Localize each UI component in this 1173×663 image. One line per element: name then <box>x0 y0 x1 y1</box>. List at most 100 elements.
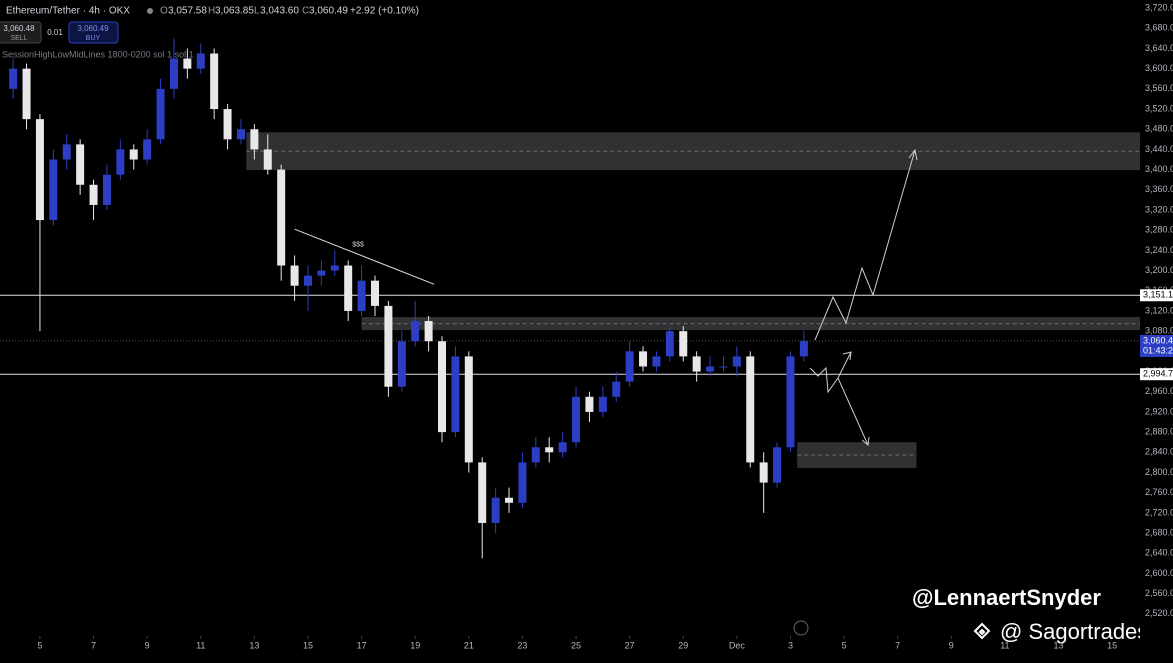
x-tick-label: 13 <box>1054 640 1064 650</box>
candle-body <box>759 462 768 483</box>
indicator-label[interactable]: SessionHighLowMidLines 1800-0200 sol 1 s… <box>2 49 194 59</box>
x-tick-label: 15 <box>303 640 313 650</box>
sell-price[interactable]: 3,060.48 <box>3 24 35 33</box>
x-tick-label: 5 <box>842 640 847 650</box>
countdown: 01:43:27 <box>1143 345 1173 355</box>
trendline <box>294 228 435 285</box>
candle-body <box>464 356 473 463</box>
x-tick-label: 15 <box>1107 640 1117 650</box>
y-tick-label: 2,680.00 <box>1145 527 1173 537</box>
change: +2.92 (+0.10%) <box>350 6 419 17</box>
candle-body <box>357 280 366 311</box>
y-tick-label: 2,960.00 <box>1145 386 1173 396</box>
last-price-label: 3,060.49 <box>1143 335 1173 345</box>
symbol[interactable]: Ethereum/Tether · 4h · OKX <box>6 6 130 17</box>
x-tick-label: 9 <box>949 640 954 650</box>
y-tick-label: 2,880.00 <box>1145 426 1173 436</box>
y-tick-label: 3,120.00 <box>1145 305 1173 315</box>
candle-body <box>116 149 125 175</box>
buy-label[interactable]: BUY <box>86 35 101 42</box>
candle-body <box>250 129 259 150</box>
low-value: 3,043.60 <box>260 6 299 17</box>
candle-body <box>196 53 205 69</box>
candle-body <box>143 139 152 160</box>
candle-body <box>210 53 219 110</box>
level-label: 2,994.7 <box>1143 369 1173 379</box>
candle-body <box>625 351 634 382</box>
l-label: L <box>254 6 260 17</box>
y-tick-label: 3,560.00 <box>1145 83 1173 93</box>
y-tick-label: 3,280.00 <box>1145 225 1173 235</box>
candle-body <box>799 341 808 357</box>
arrow-head <box>842 351 852 361</box>
y-tick-label: 3,720.00 <box>1145 2 1173 12</box>
open-value: 3,057.58 <box>168 6 207 17</box>
x-tick-label: 27 <box>625 640 635 650</box>
candle-body <box>773 447 782 483</box>
x-tick-label: 21 <box>464 640 474 650</box>
level-label: 3,151.1 <box>1143 290 1173 300</box>
y-tick-label: 2,800.00 <box>1145 467 1173 477</box>
candle-body <box>277 169 286 266</box>
candle-body <box>706 366 715 372</box>
x-tick-label: 3 <box>788 640 793 650</box>
candle-body <box>89 184 98 205</box>
candle-body <box>303 275 312 286</box>
candle-body <box>344 265 353 311</box>
candle-body <box>438 341 447 433</box>
candle-body <box>665 331 674 357</box>
y-tick-label: 3,400.00 <box>1145 164 1173 174</box>
replay-icon[interactable] <box>793 620 809 636</box>
candle-body <box>424 321 433 342</box>
y-tick-label: 3,080.00 <box>1145 326 1173 336</box>
zone <box>361 317 1140 331</box>
projection-arrows <box>809 148 918 446</box>
level-tag <box>1140 289 1173 302</box>
buy-button[interactable] <box>68 21 119 44</box>
y-tick-label: 3,440.00 <box>1145 144 1173 154</box>
high-value: 3,063.85 <box>215 6 254 17</box>
candle-body <box>531 447 540 463</box>
x-tick-label: 19 <box>410 640 420 650</box>
trendline-label: $$$ <box>352 242 364 249</box>
y-tick-label: 2,760.00 <box>1145 487 1173 497</box>
x-tick-label: 23 <box>517 640 527 650</box>
candle-body <box>156 88 165 140</box>
candle-body <box>732 356 741 367</box>
candle-body <box>102 174 111 205</box>
candle-body <box>598 396 607 412</box>
candle-body <box>585 396 594 412</box>
x-tick-label: 11 <box>196 640 205 650</box>
candle-body <box>223 109 232 140</box>
quantity[interactable]: 0.01 <box>47 28 63 37</box>
candle-body <box>679 331 688 357</box>
candle-body <box>786 356 795 448</box>
candle-body <box>290 265 299 286</box>
sell-label[interactable]: SELL <box>10 35 27 42</box>
y-tick-label: 3,480.00 <box>1145 124 1173 134</box>
price-axis <box>1140 0 1173 658</box>
watermark: @ Sagortrades <box>1000 619 1148 644</box>
y-tick-label: 3,360.00 <box>1145 184 1173 194</box>
candle-body <box>639 351 648 367</box>
y-tick-label: 3,680.00 <box>1145 23 1173 33</box>
x-tick-label: 7 <box>895 640 900 650</box>
x-tick-label: 7 <box>91 640 96 650</box>
y-tick-label: 3,600.00 <box>1145 63 1173 73</box>
candle-body <box>384 305 393 387</box>
status-dot <box>147 8 153 14</box>
y-tick-label: 2,640.00 <box>1145 548 1173 558</box>
candle-body <box>558 442 567 453</box>
candle-body <box>411 321 420 342</box>
buy-price[interactable]: 3,060.49 <box>77 24 109 33</box>
candle-body <box>76 144 85 185</box>
y-tick-label: 3,640.00 <box>1145 43 1173 53</box>
c-label: C <box>302 6 309 17</box>
last-price-tag <box>1140 335 1173 358</box>
candle-body <box>49 159 58 221</box>
sell-button[interactable] <box>0 21 42 44</box>
candle-body <box>518 462 527 503</box>
